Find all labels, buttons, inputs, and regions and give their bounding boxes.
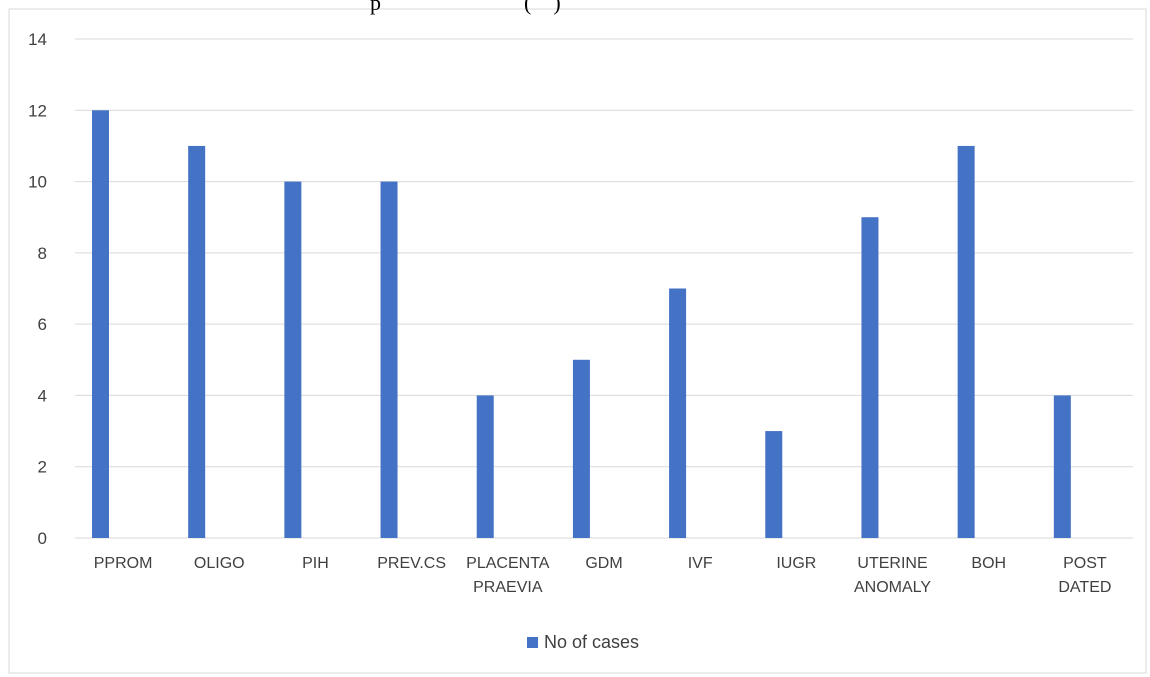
y-tick-label: 2 [38, 458, 47, 477]
y-tick-label: 6 [38, 315, 47, 334]
bar [92, 110, 109, 539]
bar [957, 145, 975, 538]
bar [476, 395, 494, 538]
bars [92, 110, 1071, 539]
x-category-label: GDM [585, 555, 622, 572]
y-tick-label: 10 [28, 173, 47, 192]
x-category-label: DATED [1058, 579, 1111, 596]
x-category-label: PIH [302, 555, 329, 572]
bar [765, 431, 783, 538]
chart-border [8, 8, 1147, 674]
legend-label: No of cases [544, 632, 639, 652]
x-category-label: IUGR [776, 555, 816, 572]
x-category-label: ANOMALY [854, 579, 931, 596]
y-tick-label: 14 [28, 30, 47, 49]
x-category-label: OLIGO [194, 555, 245, 572]
bar [669, 288, 687, 538]
x-axis-labels: PPROM OLIGO PIH PREV.CS PLACENTA PRAEVIA GDM IV… [94, 555, 1112, 596]
legend: No of cases [527, 632, 639, 652]
x-category-label: PRAEVIA [473, 579, 543, 596]
bar [572, 359, 590, 538]
x-category-label: POST [1063, 555, 1107, 572]
y-tick-label: 0 [38, 529, 47, 548]
bar [380, 181, 398, 539]
x-category-label: UTERINE [857, 555, 927, 572]
legend-swatch [527, 637, 538, 648]
x-category-label: BOH [971, 555, 1006, 572]
bar [284, 181, 302, 539]
y-tick-label: 4 [38, 386, 47, 405]
x-category-label: IVF [688, 555, 713, 572]
title-fragment: p ( ) [370, 0, 561, 15]
y-axis-ticks: 0 2 4 6 8 10 12 14 [28, 30, 47, 548]
y-tick-label: 12 [28, 101, 47, 120]
bar [188, 145, 206, 538]
y-tick-label: 8 [38, 244, 47, 263]
bar [861, 217, 879, 538]
bar [1053, 395, 1071, 538]
gridlines [75, 38, 1133, 539]
x-category-label: PLACENTA [466, 555, 550, 572]
x-category-label: PPROM [94, 555, 153, 572]
x-category-label: PREV.CS [377, 555, 446, 572]
